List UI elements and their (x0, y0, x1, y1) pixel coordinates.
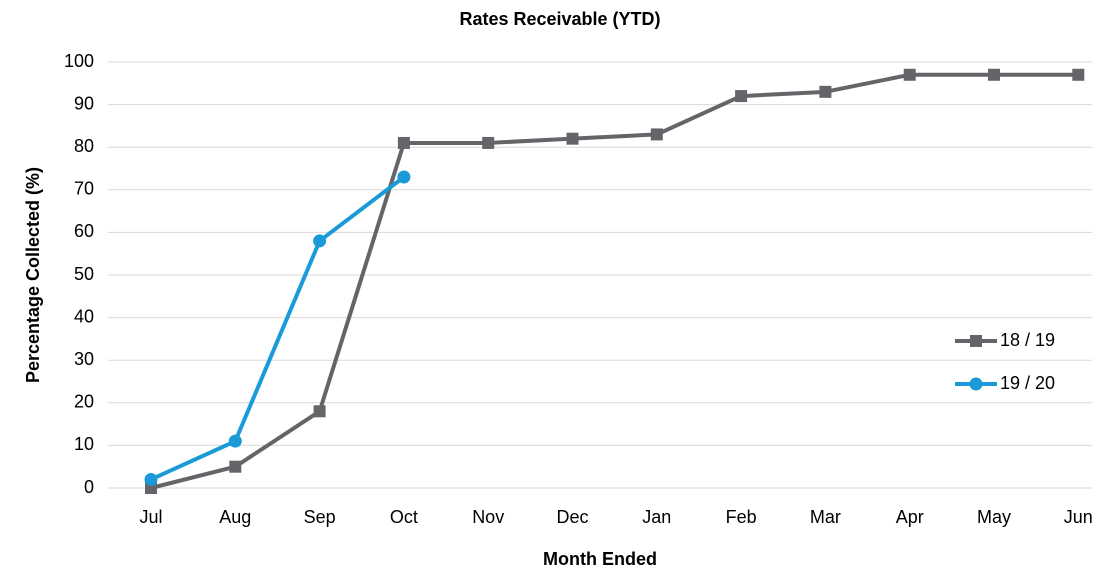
y-tick-label: 80 (74, 136, 94, 156)
marker (397, 170, 411, 184)
x-tick-label: Jan (642, 507, 671, 527)
legend-entry: 18 / 19 (955, 330, 1055, 350)
marker (903, 68, 916, 81)
chart-title: Rates Receivable (YTD) (459, 9, 660, 29)
x-axis-label: Month Ended (543, 549, 657, 569)
y-tick-label: 100 (64, 51, 94, 71)
y-tick-label: 90 (74, 93, 94, 113)
x-tick-label: Sep (304, 507, 336, 527)
marker (735, 90, 748, 103)
y-tick-label: 30 (74, 349, 94, 369)
y-tick-label: 60 (74, 221, 94, 241)
marker (144, 472, 158, 486)
marker (819, 85, 832, 98)
series-line (150, 72, 1079, 490)
legend-label: 18 / 19 (1000, 330, 1055, 350)
x-tick-label: Aug (219, 507, 251, 527)
marker (397, 136, 410, 149)
legend-marker (969, 377, 983, 391)
x-tick-label: Apr (896, 507, 924, 527)
marker (988, 68, 1000, 81)
marker (1072, 68, 1085, 81)
marker (229, 460, 242, 473)
marker (650, 128, 663, 141)
x-tick-label: Jun (1064, 507, 1093, 527)
y-tick-label: 50 (74, 264, 94, 284)
marker (566, 132, 579, 145)
marker (313, 405, 326, 418)
marker (228, 434, 242, 448)
x-tick-label: Dec (556, 507, 588, 527)
marker (313, 234, 327, 248)
y-axis-label: Percentage Collected (%) (23, 167, 43, 383)
x-tick-label: Feb (726, 507, 757, 527)
x-tick-label: May (977, 507, 1011, 527)
x-tick-label: Oct (390, 507, 418, 527)
y-tick-label: 20 (74, 392, 94, 412)
legend-marker (970, 335, 982, 347)
series-line (150, 175, 406, 482)
y-tick-label: 40 (74, 306, 94, 326)
y-tick-label: 0 (84, 477, 94, 497)
legend-entry: 19 / 20 (955, 373, 1055, 393)
legend-label: 19 / 20 (1000, 373, 1055, 393)
x-tick-label: Mar (810, 507, 841, 527)
x-tick-label: Nov (472, 507, 504, 527)
x-tick-label: Jul (139, 507, 162, 527)
y-tick-label: 70 (74, 179, 94, 199)
y-tick-label: 10 (74, 434, 94, 454)
marker (482, 136, 495, 149)
